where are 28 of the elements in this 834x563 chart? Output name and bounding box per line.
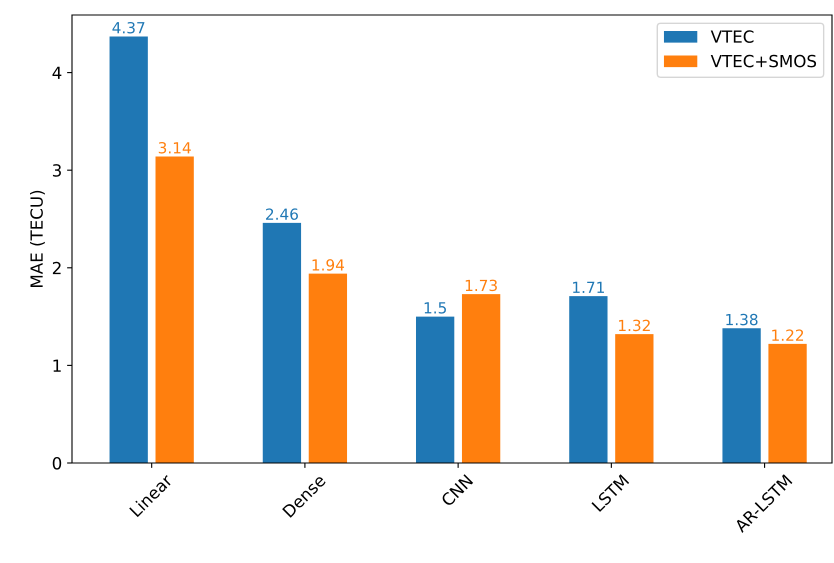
y-tick-label: 4 [52, 66, 62, 79]
y-tick-label: 0 [52, 456, 62, 470]
bar [462, 294, 500, 463]
data-label: 1.94 [312, 259, 344, 271]
bar [262, 222, 302, 463]
data-label: 3.14 [158, 142, 191, 154]
bar [722, 328, 761, 463]
legend-label: VTEC [710, 30, 754, 43]
y-tick-label: 1 [54, 360, 61, 372]
bar [308, 274, 348, 463]
data-label: 1.32 [619, 320, 650, 332]
data-label: 4.37 [112, 22, 144, 34]
bar [156, 156, 194, 463]
bar [768, 344, 807, 463]
bar [615, 334, 654, 463]
y-tick-label: 2 [52, 262, 61, 274]
bar [416, 316, 454, 463]
data-label: 1.22 [772, 329, 804, 341]
data-label: 1.73 [466, 280, 497, 292]
y-axis-title: MAE (TECU) [30, 190, 45, 287]
data-label: 2.46 [266, 208, 298, 220]
y-tick-label: 3 [52, 164, 61, 177]
data-label: 1.71 [573, 282, 604, 293]
legend-label: VTEC+SMOS [710, 54, 816, 68]
bar [110, 36, 148, 463]
bar [569, 296, 608, 463]
data-label: 1.5 [424, 302, 446, 314]
data-label: 1.38 [726, 314, 758, 326]
